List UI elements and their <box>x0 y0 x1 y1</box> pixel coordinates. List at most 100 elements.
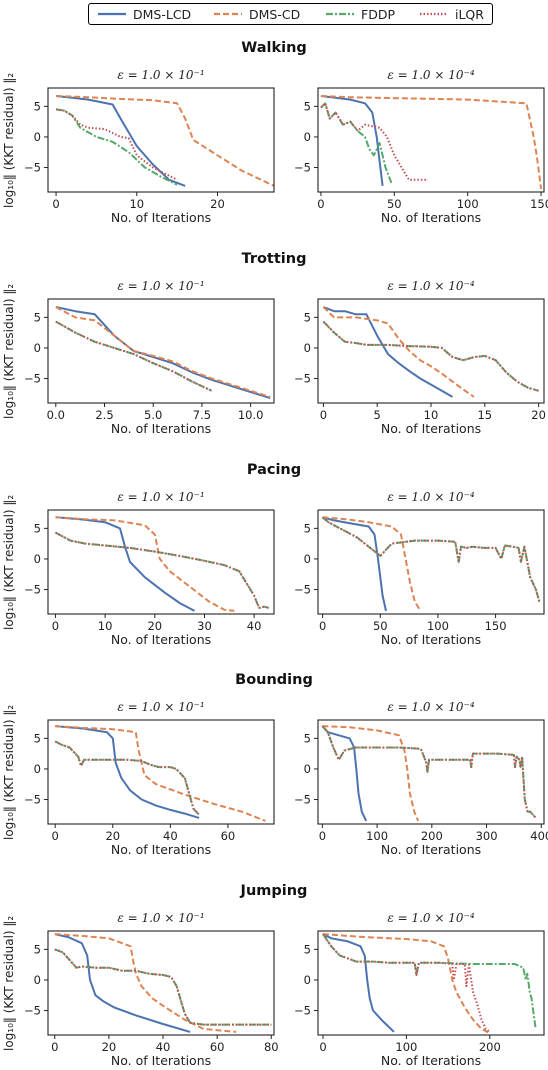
y-axis-label: log₁₀‖ (KKT residual) ‖₂ <box>2 283 16 419</box>
y-tick-label: 5 <box>304 310 311 324</box>
x-tick-label: 100 <box>457 197 479 211</box>
x-tick-label: 10.0 <box>238 408 264 422</box>
y-tick-label: −5 <box>294 161 311 175</box>
plot-frame <box>317 298 545 404</box>
series-line-ilqr <box>55 108 178 181</box>
legend-swatch-fddp <box>326 12 354 16</box>
x-axis-label: No. of Iterations <box>110 632 212 647</box>
series-line-fddp <box>322 320 539 392</box>
series-line-ilqr <box>54 948 272 1026</box>
legend-swatch-dms-lcd <box>98 12 126 16</box>
plot-frame <box>47 87 275 193</box>
x-axis-label: No. of Iterations <box>380 842 482 857</box>
series-line-dms-cd <box>56 95 274 187</box>
plot-frame <box>317 719 545 825</box>
series-line-ilqr <box>322 320 539 392</box>
series-line-dms-lcd <box>323 306 453 398</box>
x-tick-label: 60 <box>221 829 236 843</box>
series-line-fddp <box>321 725 537 819</box>
x-tick-label: 10 <box>424 408 439 422</box>
panel-jumping-eps4: 0 100 200 5 0 −5 <box>294 930 545 1054</box>
series-line-dms-lcd <box>320 95 384 187</box>
x-tick-label: 15 <box>477 408 492 422</box>
x-axis-label: No. of Iterations <box>380 1053 482 1068</box>
y-tick-label: 5 <box>304 99 311 113</box>
x-tick-label: 80 <box>264 1040 279 1054</box>
y-axis-label: log₁₀‖ (KKT residual) ‖₂ <box>2 915 16 1051</box>
x-tick-label: 200 <box>421 829 443 843</box>
x-axis-label: No. of Iterations <box>380 210 482 225</box>
series-line-ilqr <box>321 516 541 603</box>
x-axis-label: No. of Iterations <box>110 210 212 225</box>
x-tick-label: 0 <box>52 619 59 633</box>
y-tick-label: −5 <box>24 1004 41 1018</box>
series-line-dms-lcd <box>55 516 195 612</box>
plot-frame <box>317 930 545 1036</box>
series-line-fddp <box>55 108 178 186</box>
x-tick-label: 40 <box>247 619 262 633</box>
series-line-dms-cd <box>322 306 475 398</box>
series-line-fddp <box>321 516 541 603</box>
x-tick-label: 0 <box>320 408 327 422</box>
x-tick-label: 5 <box>374 408 381 422</box>
panel-title: ε = 1.0 × 10⁻¹ <box>117 279 205 293</box>
legend-item: DMS-CD <box>213 6 300 22</box>
row-title-trotting: Trotting <box>241 251 307 267</box>
series-line-ilqr <box>55 531 270 609</box>
x-tick-label: 0 <box>319 829 326 843</box>
legend-label-dms-cd: DMS-CD <box>249 6 301 22</box>
series-line-fddp <box>322 933 537 1030</box>
row-title-pacing: Pacing <box>246 462 302 478</box>
y-tick-label: 5 <box>34 310 41 324</box>
y-tick-label: 5 <box>304 731 311 745</box>
x-tick-label: 0 <box>319 1040 326 1054</box>
x-tick-label: 0 <box>51 1040 58 1054</box>
legend-label-fddp: FDDP <box>361 6 395 22</box>
series-line-dms-lcd <box>322 933 395 1033</box>
y-tick-label: 0 <box>304 341 311 355</box>
plot-frame <box>317 87 545 193</box>
series-line-dms-cd <box>320 95 543 190</box>
x-tick-label: 20 <box>105 829 120 843</box>
y-tick-label: −5 <box>24 161 41 175</box>
y-tick-label: −5 <box>24 793 41 807</box>
y-tick-label: 5 <box>304 942 311 956</box>
legend-label-dms-lcd: DMS-LCD <box>133 6 192 22</box>
panel-title: ε = 1.0 × 10⁻⁴ <box>387 700 475 714</box>
y-tick-label: 5 <box>34 942 41 956</box>
series-line-fddp <box>55 320 213 392</box>
x-tick-label: 2.5 <box>95 408 113 422</box>
row-title-walking: Walking <box>241 40 307 56</box>
x-tick-label: 20 <box>210 197 225 211</box>
panel-trotting-eps4: 0 5 10 15 20 5 0 −5 <box>294 298 546 422</box>
series-line-dms-cd <box>55 306 271 398</box>
series-line-dms-lcd <box>55 306 271 400</box>
x-tick-label: 200 <box>479 1040 501 1054</box>
y-tick-label: −5 <box>294 1004 311 1018</box>
y-tick-label: 0 <box>34 341 41 355</box>
x-axis-label: No. of Iterations <box>380 421 482 436</box>
y-tick-label: −5 <box>294 793 311 807</box>
x-tick-label: 300 <box>476 829 498 843</box>
series-line-dms-lcd <box>54 933 191 1033</box>
y-tick-label: 5 <box>34 731 41 745</box>
x-tick-label: 0 <box>52 829 59 843</box>
panel-title: ε = 1.0 × 10⁻⁴ <box>387 279 475 293</box>
series-line-dms-lcd <box>322 516 387 612</box>
y-tick-label: −5 <box>24 583 41 597</box>
y-axis-label: log₁₀‖ (KKT residual) ‖₂ <box>2 704 16 840</box>
x-tick-label: 0 <box>317 197 324 211</box>
legend: DMS-LCD DMS-CD FDDP iLQR <box>88 3 493 25</box>
series-line-dms-cd <box>322 725 420 822</box>
series-line-dms-cd <box>54 933 237 1033</box>
x-tick-label: 100 <box>395 1040 417 1054</box>
y-tick-label: −5 <box>294 372 311 386</box>
series-line-fddp <box>54 740 200 816</box>
x-tick-label: 100 <box>366 829 388 843</box>
y-tick-label: −5 <box>24 372 41 386</box>
row-title-bounding: Bounding <box>235 672 313 688</box>
plot-frame <box>47 719 275 825</box>
x-tick-label: 0 <box>319 619 326 633</box>
